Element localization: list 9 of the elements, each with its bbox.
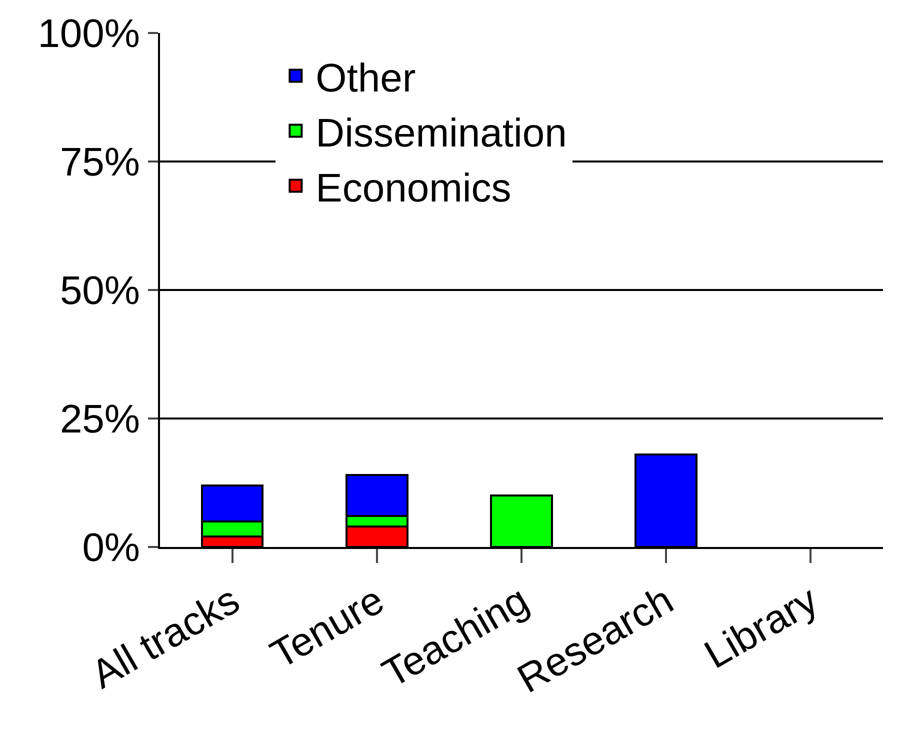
legend-label: Dissemination bbox=[316, 111, 567, 156]
y-tick-label: 100% bbox=[38, 12, 140, 56]
y-tick-label: 0% bbox=[82, 526, 140, 570]
y-tick-label: 75% bbox=[60, 140, 140, 184]
y-tick-label: 50% bbox=[60, 269, 140, 313]
x-tick-label: All tracks bbox=[84, 578, 247, 698]
y-tick-label: 25% bbox=[60, 398, 140, 442]
legend-label: Other bbox=[316, 56, 416, 100]
legend-label: Economics bbox=[316, 166, 512, 210]
